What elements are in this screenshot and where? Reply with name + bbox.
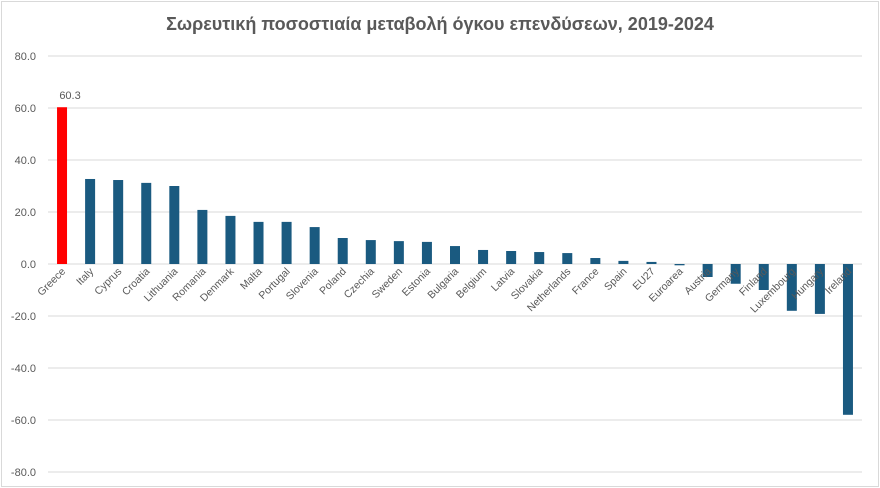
x-tick-label: Spain <box>602 266 630 294</box>
y-tick-label: -40.0 <box>11 363 36 375</box>
data-label: 60.3 <box>59 90 80 102</box>
bar-slovenia <box>309 227 320 264</box>
bar-luxembourg <box>786 264 797 311</box>
bar-eu27 <box>646 261 657 264</box>
bar-czechia <box>365 240 376 264</box>
x-tick-label: Belgium <box>454 265 489 300</box>
bar-netherlands <box>562 253 573 264</box>
bar-portugal <box>281 221 292 264</box>
y-tick-label: 0.0 <box>21 259 36 271</box>
x-tick-label: Italy <box>74 265 97 288</box>
y-tick-label: 20.0 <box>15 207 36 219</box>
bar-ireland <box>842 264 853 415</box>
bar-bulgaria <box>450 246 460 264</box>
bar-italy <box>85 178 96 264</box>
bar-belgium <box>478 249 489 264</box>
bar-hungary <box>814 264 825 314</box>
bar-sweden <box>393 241 404 264</box>
y-tick-label: 80.0 <box>15 51 36 63</box>
x-tick-label: Sweden <box>370 266 405 301</box>
bar-latvia <box>506 251 517 264</box>
bar-poland <box>337 238 348 264</box>
bar-cyprus <box>113 180 124 264</box>
bar-lithuania <box>169 186 180 264</box>
y-tick-label: 40.0 <box>15 155 36 167</box>
x-tick-label: Cyprus <box>92 266 124 298</box>
y-tick-label: -60.0 <box>11 415 36 427</box>
bar-spain <box>618 260 629 264</box>
bar-romania <box>197 209 208 264</box>
bar-greece <box>57 107 68 264</box>
bar-croatia <box>141 182 152 264</box>
y-tick-label: -80.0 <box>11 467 36 479</box>
bar-slovakia <box>534 252 545 264</box>
y-tick-label: -20.0 <box>11 311 36 323</box>
bar-denmark <box>225 215 236 264</box>
y-tick-label: 60.0 <box>15 103 36 115</box>
chart-title: Σωρευτική ποσοστιαία μεταβολή όγκου επεν… <box>166 14 714 34</box>
bar-malta <box>253 221 264 264</box>
bar-euroarea <box>674 264 685 266</box>
x-tick-label: Greece <box>35 266 68 299</box>
bar-finland <box>758 264 769 290</box>
bar-estonia <box>421 241 432 264</box>
bar-germany <box>730 264 741 284</box>
bar-france <box>590 258 601 264</box>
x-tick-label: France <box>570 266 602 298</box>
x-tick-label: Bulgaria <box>425 266 461 302</box>
bar-austria <box>702 264 713 277</box>
